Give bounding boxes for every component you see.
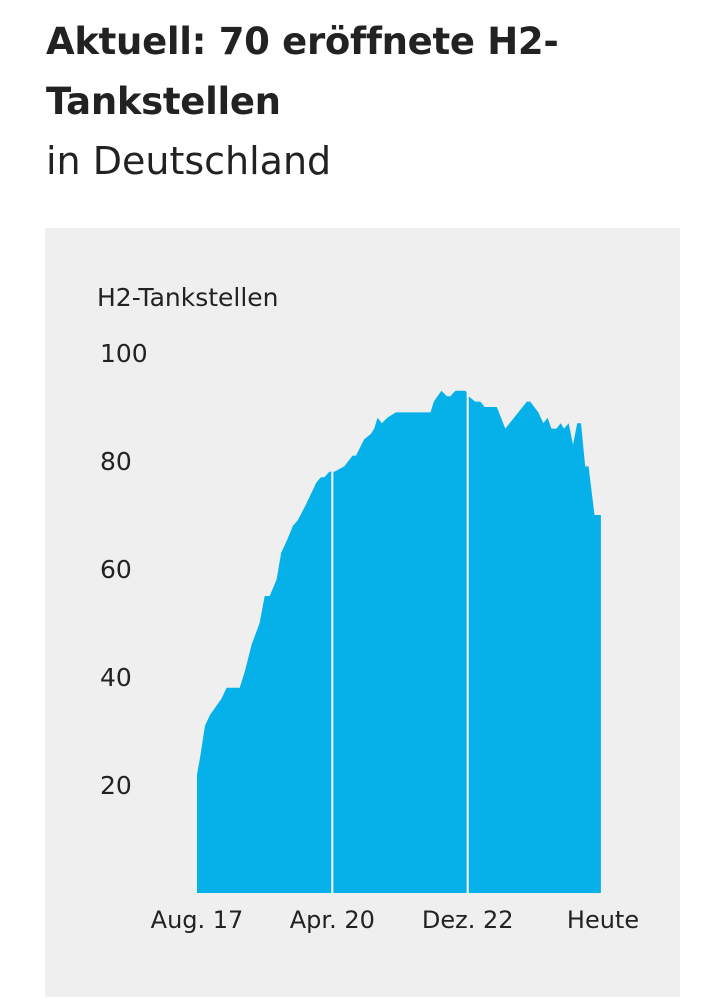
chart-title: Aktuell: 70 eröffnete H2-Tankstellen — [46, 20, 559, 123]
y-tick-label: 100 — [100, 339, 148, 368]
y-tick-label: 60 — [100, 555, 132, 584]
x-tick-label: Aug. 17 — [151, 906, 244, 934]
y-tick-label: 40 — [100, 663, 132, 692]
y-tick-label: 80 — [100, 447, 132, 476]
y-tick-label: 20 — [100, 771, 132, 800]
chart-panel: H2-Tankstellen 20 40 60 80 100 Aug. 17 Apr. 2… — [45, 228, 680, 997]
x-tick-label: Apr. 20 — [290, 906, 375, 934]
y-axis-label: H2-Tankstellen — [97, 283, 279, 312]
area-chart: H2-Tankstellen 20 40 60 80 100 Aug. 17 Apr. 2… — [97, 283, 639, 934]
x-tick-label: Dez. 22 — [422, 906, 514, 934]
chart-subtitle: in Deutschland — [46, 139, 332, 183]
x-tick-label: Heute — [567, 906, 639, 934]
area-series — [197, 390, 601, 893]
